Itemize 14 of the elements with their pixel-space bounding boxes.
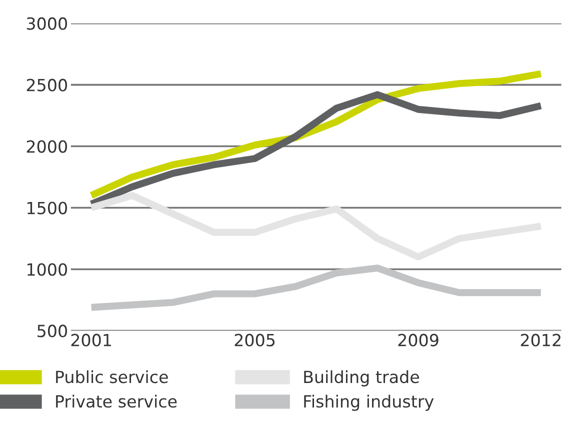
y-tick-label: 1500 — [28, 202, 67, 214]
x-tick-label: 2001 — [71, 334, 111, 346]
legend-label: Private service — [56, 394, 177, 408]
y-tick-label: 3000 — [26, 17, 67, 30]
x-tick-label: 2005 — [234, 334, 275, 346]
legend-label: Building trade — [304, 370, 420, 386]
x-tick-label: 2012 — [520, 334, 560, 346]
y-tick-label: 500 — [38, 324, 67, 338]
legend-label: Fishing industry — [304, 394, 434, 411]
x-tick-label: 2009 — [398, 334, 438, 346]
y-tick-label: 1000 — [28, 263, 67, 276]
y-tick-label: 2000 — [26, 140, 67, 153]
y-tick-label: 2500 — [26, 78, 67, 92]
legend-label: Public service — [56, 370, 168, 384]
